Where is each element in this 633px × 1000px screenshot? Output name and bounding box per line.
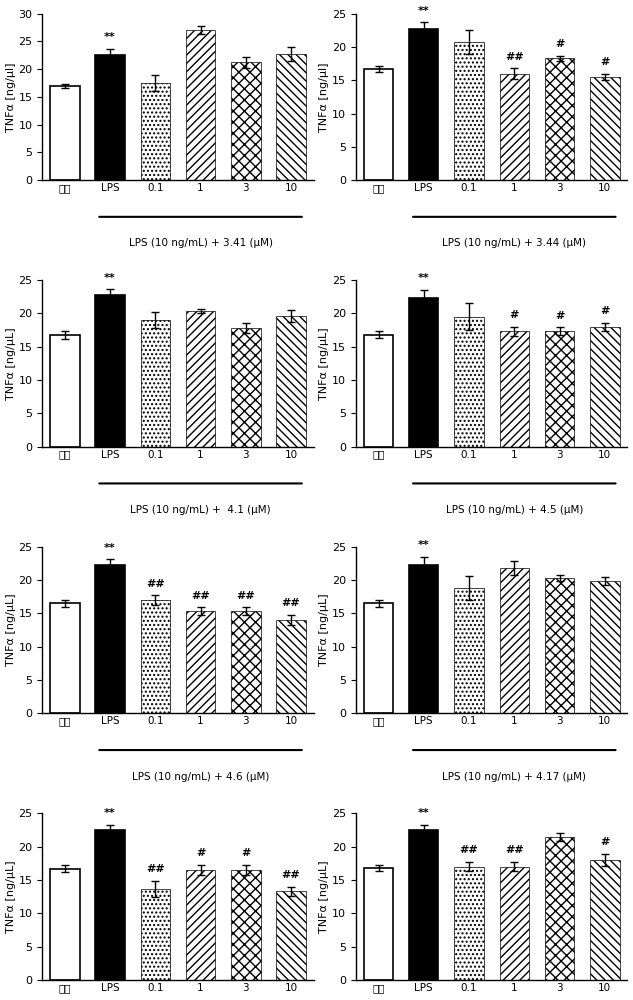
Text: LPS (10 ng/mL) +  4.1 (μM): LPS (10 ng/mL) + 4.1 (μM)	[130, 505, 271, 515]
Bar	[590, 860, 620, 980]
Bar	[96, 55, 125, 180]
Text: ##: ##	[146, 864, 165, 874]
Text: **: **	[418, 6, 430, 16]
Bar	[141, 600, 170, 713]
Y-axis label: TNFα [ng/μL]: TNFα [ng/μL]	[6, 860, 16, 933]
Bar	[277, 316, 306, 447]
Text: ##: ##	[505, 52, 523, 62]
Bar	[499, 867, 529, 980]
Text: LPS (10 ng/mL) + 3.44 (μM): LPS (10 ng/mL) + 3.44 (μM)	[442, 238, 586, 248]
Bar	[545, 331, 574, 447]
Y-axis label: TNFα [ng/μL]: TNFα [ng/μL]	[319, 860, 329, 933]
Bar	[409, 298, 439, 447]
Text: LPS (10 ng/mL) + 4.17 (μM): LPS (10 ng/mL) + 4.17 (μM)	[442, 772, 586, 782]
Bar	[231, 611, 261, 713]
Text: LPS (10 ng/mL) + 4.6 (μM): LPS (10 ng/mL) + 4.6 (μM)	[132, 772, 269, 782]
Text: **: **	[104, 543, 116, 553]
Y-axis label: TNFα [ng/μL]: TNFα [ng/μL]	[6, 327, 16, 400]
Bar	[499, 568, 529, 713]
Bar	[454, 588, 484, 713]
Bar	[50, 869, 80, 980]
Text: LPS (10 ng/mL) + 3.41 (μM): LPS (10 ng/mL) + 3.41 (μM)	[128, 238, 273, 248]
Bar	[141, 320, 170, 447]
Text: ##: ##	[505, 845, 523, 855]
Bar	[50, 603, 80, 713]
Text: #: #	[196, 848, 205, 858]
Bar	[590, 77, 620, 180]
Text: #: #	[600, 57, 610, 67]
Bar	[499, 74, 529, 180]
Text: #: #	[510, 310, 519, 320]
Text: **: **	[418, 273, 430, 283]
Bar	[277, 891, 306, 980]
Bar	[277, 54, 306, 180]
Text: **: **	[104, 808, 116, 818]
Bar	[231, 870, 261, 980]
Bar	[545, 578, 574, 713]
Text: ##: ##	[460, 845, 479, 855]
Text: #: #	[241, 848, 251, 858]
Y-axis label: TNFα [ng/μL]: TNFα [ng/μL]	[6, 594, 16, 666]
Bar	[545, 58, 574, 180]
Bar	[364, 603, 393, 713]
Bar	[364, 335, 393, 447]
Text: ##: ##	[282, 598, 301, 608]
Y-axis label: TNFα [ng/μl]: TNFα [ng/μl]	[6, 62, 16, 132]
Bar	[96, 295, 125, 447]
Text: #: #	[555, 311, 564, 321]
Bar	[141, 889, 170, 980]
Text: ##: ##	[146, 579, 165, 589]
Bar	[409, 565, 439, 713]
Bar	[231, 62, 261, 180]
Text: #: #	[600, 306, 610, 316]
Bar	[96, 830, 125, 980]
Text: **: **	[418, 808, 430, 818]
Text: ##: ##	[237, 591, 255, 601]
Bar	[409, 29, 439, 180]
Bar	[96, 565, 125, 713]
Bar	[186, 30, 215, 180]
Text: **: **	[104, 32, 116, 42]
Bar	[590, 581, 620, 713]
Bar	[186, 311, 215, 447]
Bar	[590, 327, 620, 447]
Bar	[454, 42, 484, 180]
Bar	[454, 317, 484, 447]
Bar	[186, 870, 215, 980]
Text: LPS (10 ng/mL) + 4.5 (μM): LPS (10 ng/mL) + 4.5 (μM)	[446, 505, 583, 515]
Text: ##: ##	[282, 870, 301, 880]
Bar	[50, 335, 80, 447]
Y-axis label: TNFα [ng/μL]: TNFα [ng/μL]	[319, 327, 329, 400]
Bar	[231, 328, 261, 447]
Text: ##: ##	[191, 591, 210, 601]
Y-axis label: TNFα [ng/μl]: TNFα [ng/μl]	[319, 62, 329, 132]
Bar	[186, 611, 215, 713]
Bar	[499, 331, 529, 447]
Bar	[50, 86, 80, 180]
Y-axis label: TNFα [ng/μL]: TNFα [ng/μL]	[319, 594, 329, 666]
Bar	[141, 83, 170, 180]
Text: **: **	[104, 273, 116, 283]
Text: **: **	[418, 540, 430, 550]
Text: #: #	[600, 837, 610, 847]
Text: #: #	[555, 39, 564, 49]
Bar	[364, 69, 393, 180]
Bar	[545, 837, 574, 980]
Bar	[454, 867, 484, 980]
Bar	[364, 868, 393, 980]
Bar	[277, 620, 306, 713]
Bar	[409, 830, 439, 980]
